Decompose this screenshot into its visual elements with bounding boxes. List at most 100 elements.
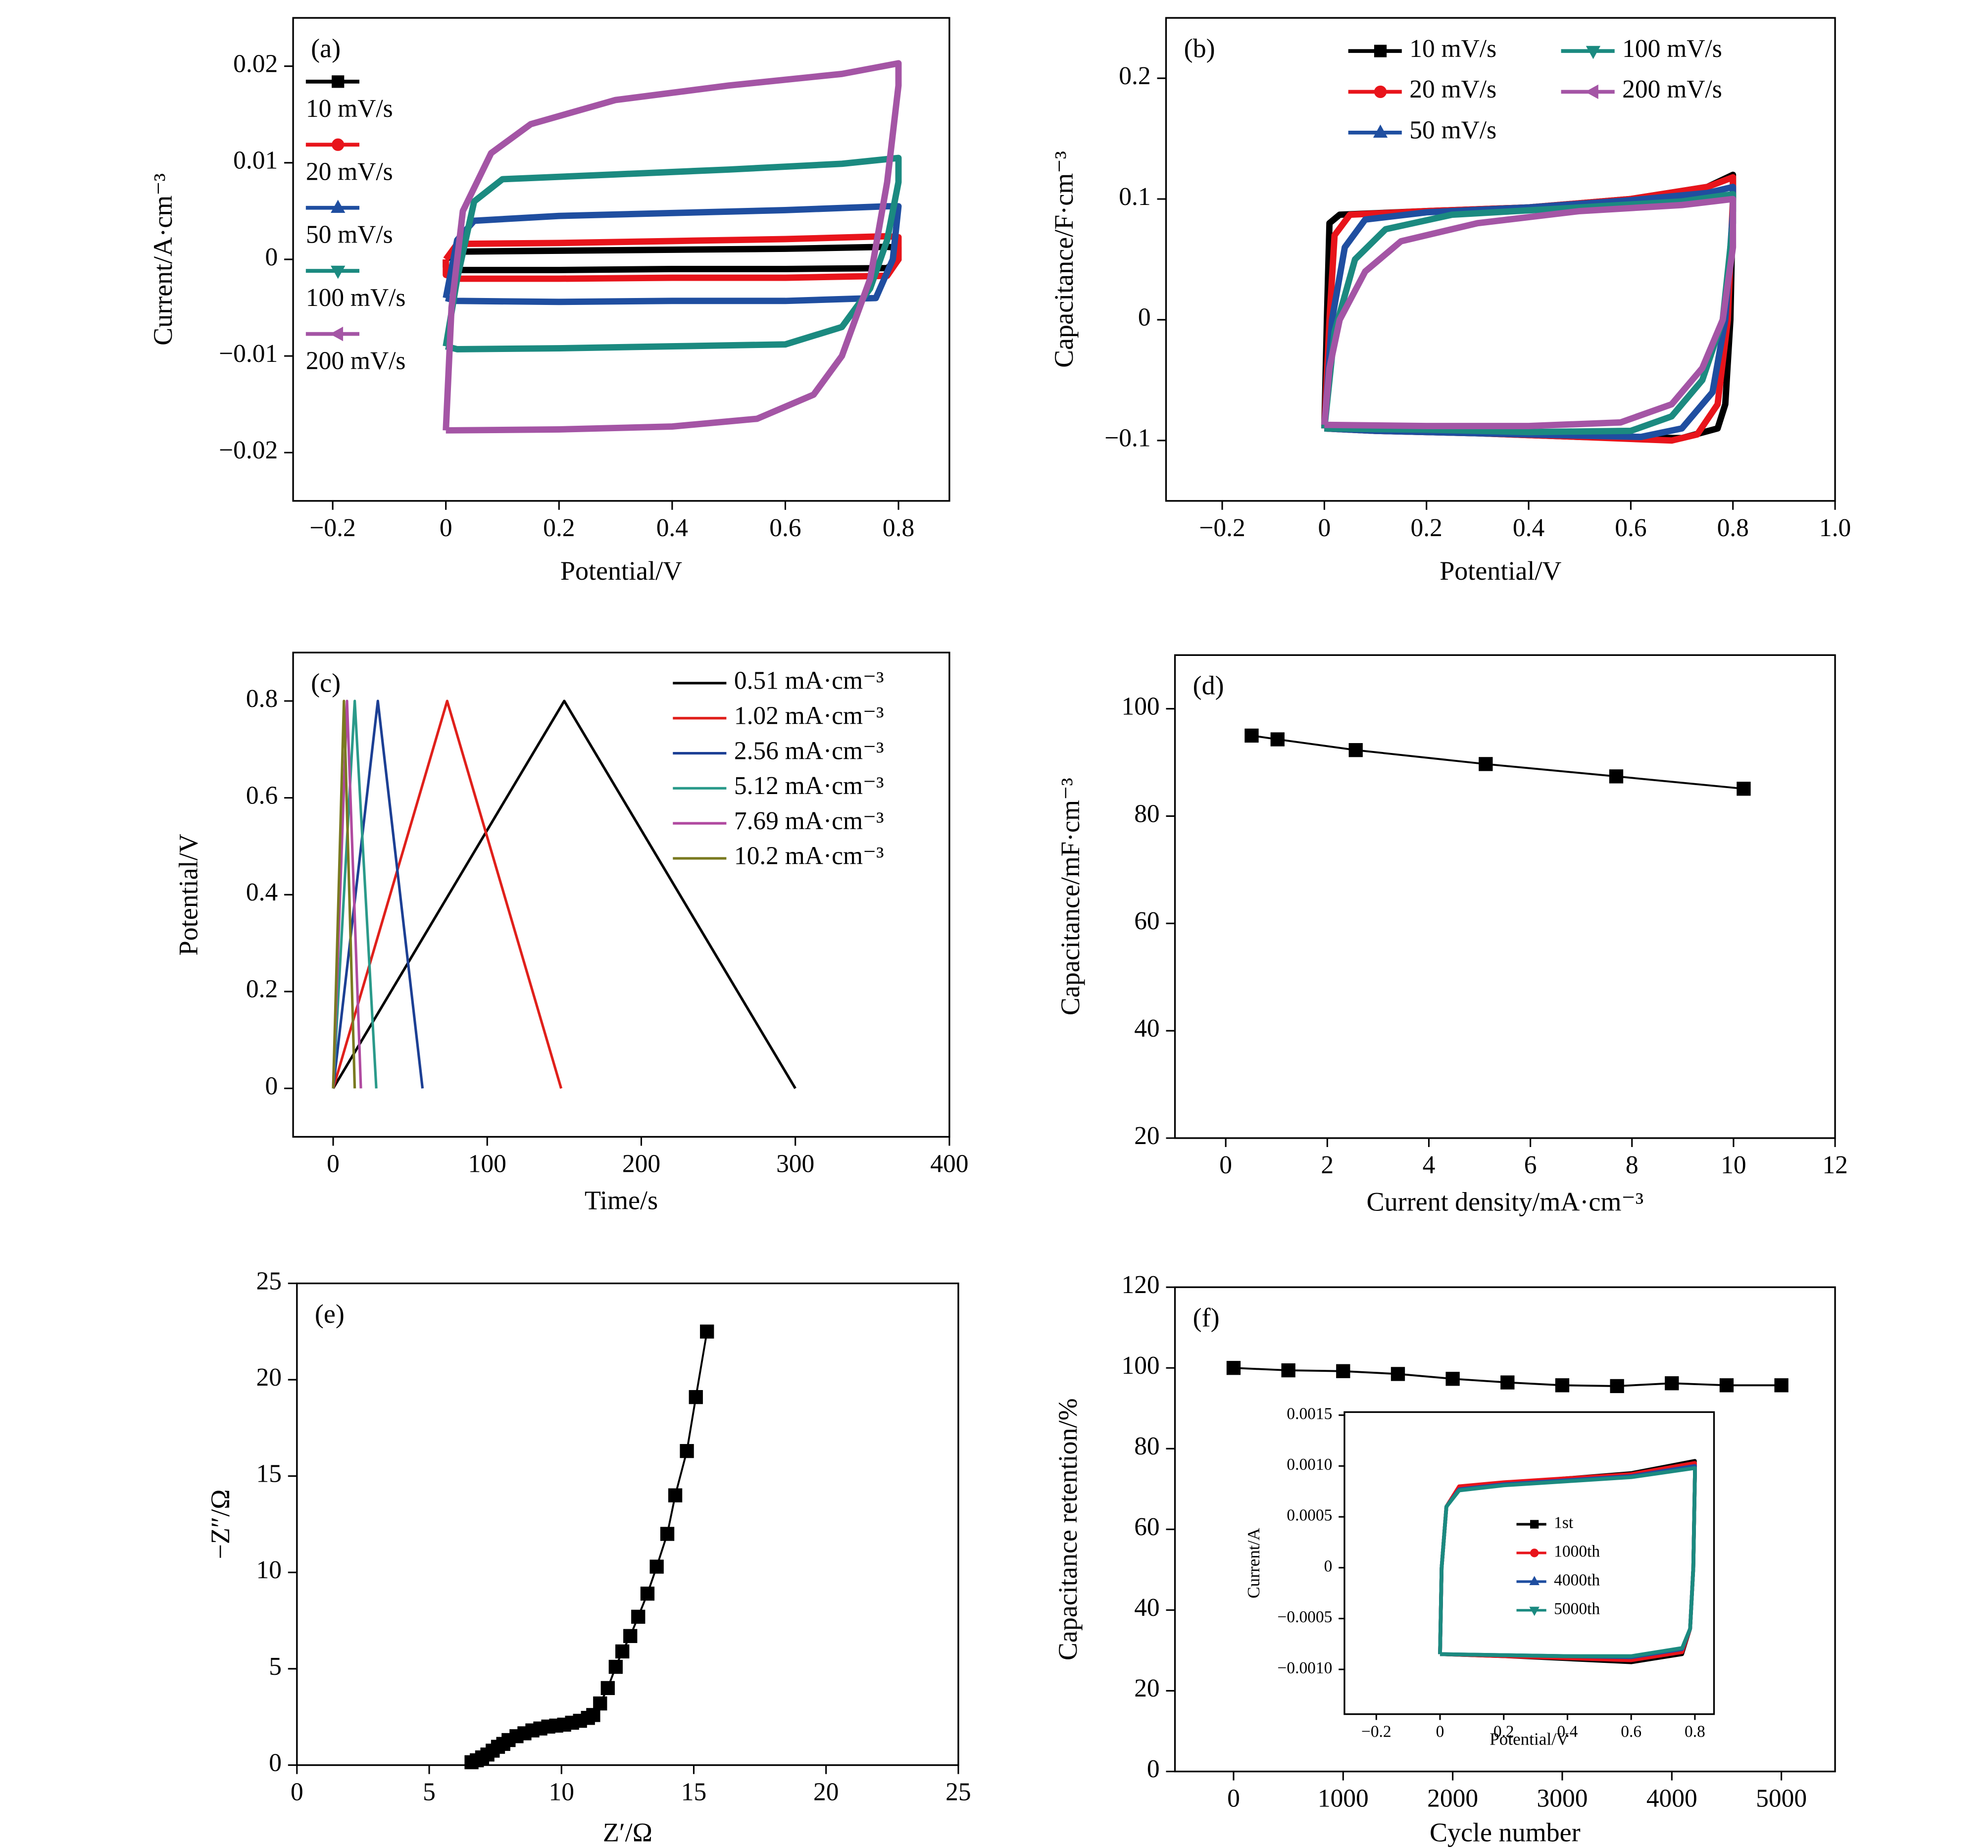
data-point — [700, 1324, 714, 1339]
y-tick-label: 0 — [1138, 303, 1151, 332]
x-tick-label: 6 — [1524, 1151, 1537, 1179]
series-line — [332, 699, 378, 1089]
y-tick-label: −0.01 — [219, 340, 278, 368]
series-line — [332, 699, 563, 1089]
y-tick-label: 80 — [1134, 799, 1159, 828]
legend-marker — [1586, 46, 1601, 59]
y-tick-label: 60 — [1134, 1513, 1159, 1541]
y-tick-label: 5 — [269, 1652, 282, 1681]
series-line — [332, 699, 796, 1089]
y-tick-label: −0.0005 — [1277, 1608, 1332, 1626]
series-line — [443, 154, 902, 352]
legend-label: 200 mV/s — [1622, 75, 1722, 103]
x-tick-label: 0.4 — [1513, 514, 1544, 542]
y-tick-label: 20 — [1134, 1122, 1159, 1150]
data-point — [1281, 1363, 1295, 1378]
y-tick-label: 120 — [1121, 1271, 1159, 1299]
y-tick-label: 100 — [1121, 693, 1159, 721]
legend-label: 10 mV/s — [1409, 35, 1496, 63]
legend-label: 100 mV/s — [1622, 35, 1722, 63]
y-tick-label: 0.0005 — [1287, 1506, 1332, 1525]
x-tick-label: 1000 — [1318, 1784, 1369, 1812]
y-tick-label: 15 — [256, 1460, 281, 1488]
legend-label: 1000th — [1554, 1543, 1600, 1561]
series-line — [332, 699, 424, 1089]
y-tick-label: 100 — [1121, 1351, 1159, 1380]
x-tick-label: 0.8 — [1685, 1723, 1705, 1741]
series-line — [443, 60, 902, 434]
data-point — [1348, 743, 1363, 757]
plot-frame — [292, 651, 950, 1138]
data-point — [1665, 1376, 1679, 1391]
data-point — [1336, 1364, 1350, 1378]
legend-marker — [331, 200, 346, 213]
y-axis-title: −Z″/Ω — [205, 1489, 235, 1559]
y-tick-label: −0.0010 — [1277, 1659, 1332, 1677]
legend-label: 7.69 mA·cm⁻³ — [734, 807, 884, 835]
x-axis-title: Current density/mA·cm⁻³ — [1367, 1187, 1644, 1216]
x-tick-label: −0.2 — [1361, 1723, 1392, 1741]
legend-label: 20 mV/s — [306, 157, 393, 186]
legend-marker — [1374, 45, 1387, 57]
data-point — [1270, 732, 1285, 747]
x-tick-label: 10 — [549, 1778, 574, 1806]
data-point — [1391, 1367, 1405, 1381]
data-point — [1500, 1375, 1515, 1390]
data-point — [1719, 1378, 1734, 1393]
panel-label: (c) — [311, 668, 341, 698]
data-point — [615, 1644, 630, 1659]
legend-label: 10 mV/s — [306, 95, 393, 123]
data-point — [668, 1488, 683, 1502]
x-tick-label: 0.4 — [656, 514, 688, 542]
y-tick-label: 0 — [265, 1072, 278, 1100]
y-tick-label: 10 — [256, 1556, 281, 1584]
y-tick-label: 0.02 — [233, 50, 278, 78]
legend-marker — [1374, 85, 1387, 99]
x-tick-label: 10 — [1721, 1151, 1746, 1179]
data-point — [1244, 728, 1259, 743]
x-tick-label: 0 — [327, 1149, 340, 1178]
x-tick-label: 400 — [930, 1149, 968, 1178]
y-axis-title: Current/A·cm⁻³ — [148, 173, 178, 346]
x-tick-label: 4 — [1423, 1151, 1436, 1179]
data-point — [1609, 769, 1624, 784]
legend-label: 0.51 mA·cm⁻³ — [734, 667, 884, 695]
x-tick-label: 3000 — [1537, 1784, 1588, 1812]
y-axis-title: Capacitance/F·cm⁻³ — [1049, 151, 1079, 368]
data-point — [593, 1696, 607, 1711]
y-axis-title: Current/A — [1244, 1528, 1263, 1598]
x-tick-label: 25 — [945, 1778, 971, 1806]
legend-label: 1.02 mA·cm⁻³ — [734, 702, 884, 730]
x-tick-label: −0.2 — [1199, 514, 1245, 542]
x-tick-label: 20 — [813, 1778, 839, 1806]
panel-label: (e) — [315, 1299, 345, 1329]
legend-label: 20 mV/s — [1409, 75, 1496, 103]
x-tick-label: 0.8 — [1717, 514, 1749, 542]
x-tick-label: 100 — [468, 1149, 506, 1178]
x-tick-label: 0 — [1436, 1723, 1444, 1741]
legend-label: 5.12 mA·cm⁻³ — [734, 772, 884, 800]
y-tick-label: 0 — [265, 243, 278, 271]
data-point — [640, 1586, 655, 1601]
plot-frame — [1165, 17, 1836, 502]
y-axis-title: Capacitance/mF·cm⁻³ — [1055, 778, 1085, 1015]
y-tick-label: 0 — [1324, 1557, 1333, 1575]
panel-label: (a) — [311, 33, 341, 63]
x-tick-label: 0.2 — [543, 514, 575, 542]
plot-frame — [1343, 1411, 1715, 1715]
data-point — [1610, 1379, 1624, 1394]
y-tick-label: 0.2 — [246, 975, 278, 1003]
x-tick-label: 0.2 — [1411, 514, 1442, 542]
panel-label: (b) — [1184, 33, 1215, 63]
x-axis-title: Potential/V — [560, 556, 682, 586]
data-point — [1555, 1378, 1570, 1393]
y-tick-label: 0.8 — [246, 685, 278, 713]
x-tick-label: 0 — [1219, 1151, 1232, 1179]
x-tick-label: 15 — [681, 1778, 706, 1806]
data-point — [660, 1527, 675, 1541]
x-tick-label: 2000 — [1427, 1784, 1478, 1812]
x-tick-label: 0 — [440, 514, 452, 542]
data-point — [1445, 1372, 1460, 1386]
legend-marker — [1530, 1520, 1539, 1529]
panel-label: (f) — [1193, 1303, 1220, 1333]
